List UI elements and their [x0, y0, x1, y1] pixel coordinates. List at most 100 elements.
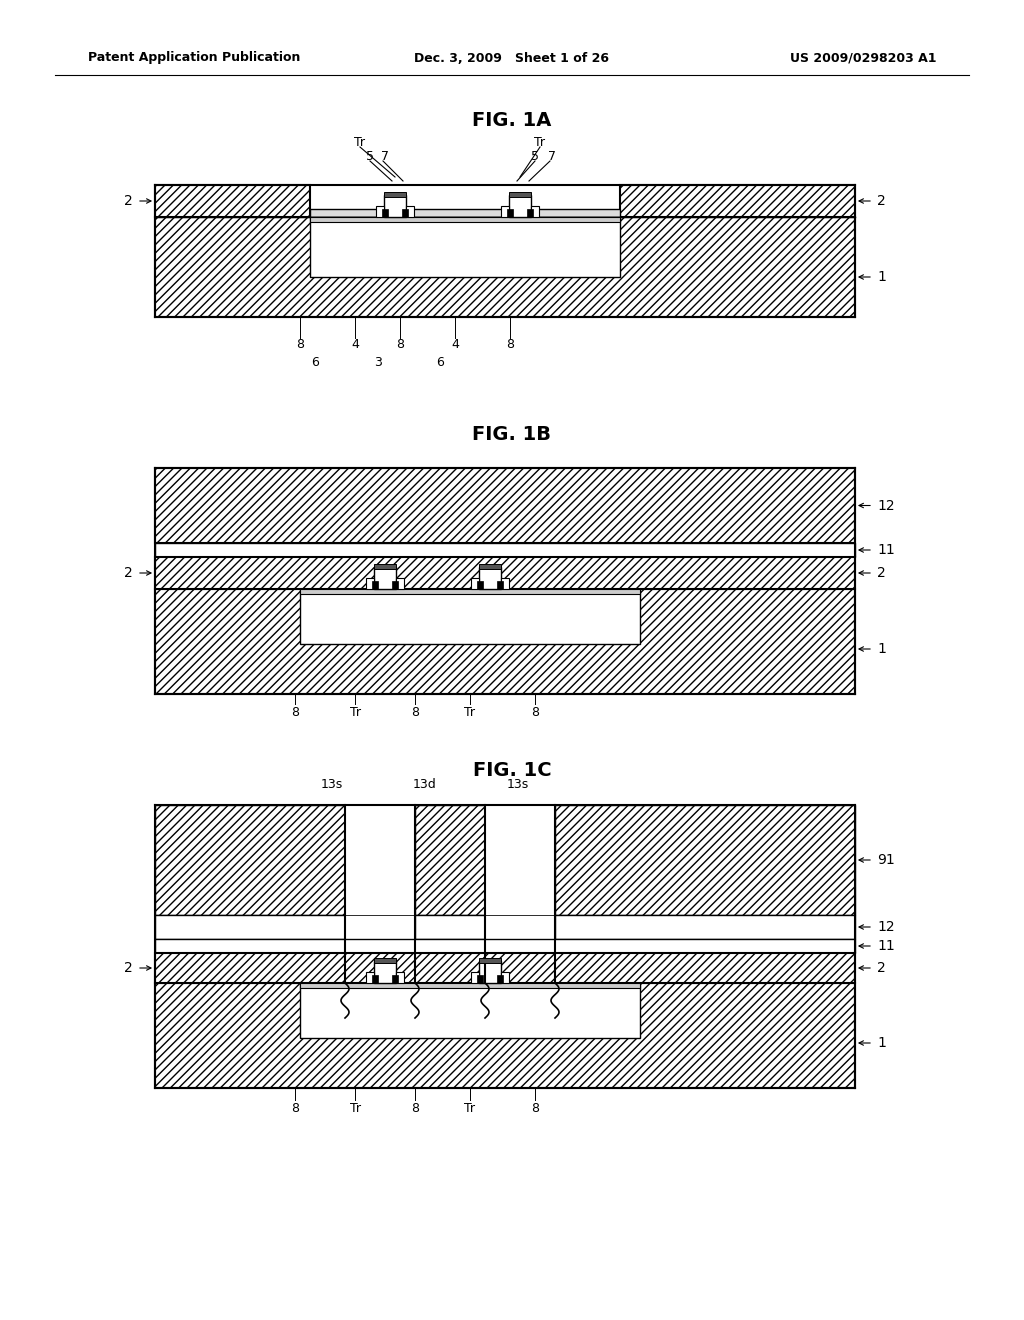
Text: 12: 12 — [877, 920, 895, 935]
Text: Tr: Tr — [465, 705, 475, 718]
Text: Tr: Tr — [465, 1101, 475, 1114]
Text: 13s: 13s — [321, 779, 343, 792]
Text: Tr: Tr — [349, 1101, 360, 1114]
Text: 8: 8 — [291, 1101, 299, 1114]
Bar — [555, 915, 855, 939]
Text: 2: 2 — [877, 566, 886, 579]
Bar — [155, 543, 855, 557]
Text: Dec. 3, 2009   Sheet 1 of 26: Dec. 3, 2009 Sheet 1 of 26 — [415, 51, 609, 65]
Bar — [477, 581, 483, 589]
Text: 8: 8 — [411, 1101, 419, 1114]
Bar — [485, 805, 555, 915]
Bar — [300, 983, 640, 987]
Bar — [372, 975, 378, 983]
Text: 5: 5 — [366, 150, 374, 164]
Bar — [155, 915, 345, 939]
Bar — [527, 209, 534, 216]
Bar — [396, 578, 404, 589]
Text: 2: 2 — [124, 194, 133, 209]
Bar — [155, 953, 855, 983]
Bar — [509, 195, 531, 216]
Bar — [477, 975, 483, 983]
Bar — [479, 958, 501, 964]
Text: 91: 91 — [877, 853, 895, 867]
Bar — [555, 805, 855, 915]
Text: FIG. 1C: FIG. 1C — [473, 760, 551, 780]
Bar — [497, 581, 503, 589]
Text: FIG. 1A: FIG. 1A — [472, 111, 552, 129]
Bar — [374, 958, 396, 964]
Bar — [382, 209, 388, 216]
Bar — [345, 915, 415, 939]
Text: 1: 1 — [877, 1036, 886, 1049]
Bar — [471, 972, 479, 983]
Bar — [479, 568, 501, 589]
Bar — [155, 939, 855, 953]
Text: 8: 8 — [396, 338, 404, 351]
Bar — [531, 206, 539, 216]
Bar — [155, 557, 855, 589]
Bar — [376, 206, 384, 216]
Bar — [501, 206, 509, 216]
Bar — [366, 972, 374, 983]
Bar — [501, 972, 509, 983]
Bar — [345, 805, 415, 915]
Bar — [300, 589, 640, 594]
Bar — [155, 805, 345, 915]
Text: 3: 3 — [374, 355, 382, 368]
Text: 2: 2 — [877, 194, 886, 209]
Bar — [155, 185, 310, 216]
Bar — [392, 581, 398, 589]
Text: 2: 2 — [124, 961, 133, 975]
Text: Tr: Tr — [354, 136, 366, 149]
Bar — [155, 589, 855, 694]
Bar — [366, 578, 374, 589]
Bar — [402, 209, 408, 216]
Bar — [310, 216, 620, 222]
Bar — [479, 564, 501, 569]
Text: 4: 4 — [351, 338, 359, 351]
Text: 2: 2 — [877, 961, 886, 975]
Bar — [415, 805, 485, 915]
Text: 1: 1 — [877, 271, 886, 284]
Bar — [310, 209, 620, 216]
Bar — [392, 975, 398, 983]
Bar — [300, 983, 640, 1038]
Text: 1: 1 — [877, 642, 886, 656]
Text: 11: 11 — [877, 939, 895, 953]
Text: 2: 2 — [124, 566, 133, 579]
Text: 13s: 13s — [507, 779, 529, 792]
Text: 6: 6 — [436, 355, 444, 368]
Text: 7: 7 — [381, 150, 389, 164]
Text: 8: 8 — [531, 1101, 539, 1114]
Text: 11: 11 — [877, 543, 895, 557]
Text: 12: 12 — [877, 499, 895, 512]
Text: 13d: 13d — [413, 779, 437, 792]
Text: FIG. 1B: FIG. 1B — [472, 425, 552, 445]
Bar — [396, 972, 404, 983]
Bar — [509, 191, 531, 197]
Text: Tr: Tr — [349, 705, 360, 718]
Bar — [374, 961, 396, 983]
Bar — [300, 589, 640, 644]
Bar — [374, 568, 396, 589]
Text: 7: 7 — [548, 150, 556, 164]
Bar — [485, 915, 555, 939]
Bar — [471, 578, 479, 589]
Bar — [501, 578, 509, 589]
Bar — [155, 216, 855, 317]
Bar — [507, 209, 513, 216]
Bar — [415, 915, 485, 939]
Text: 8: 8 — [531, 705, 539, 718]
Text: 6: 6 — [311, 355, 318, 368]
Bar — [310, 216, 620, 277]
Text: 8: 8 — [411, 705, 419, 718]
Bar — [479, 961, 501, 983]
Bar — [406, 206, 414, 216]
Text: 8: 8 — [296, 338, 304, 351]
Bar — [155, 469, 855, 543]
Text: 4: 4 — [451, 338, 459, 351]
Bar — [374, 564, 396, 569]
Text: 5: 5 — [531, 150, 539, 164]
Bar — [155, 983, 855, 1088]
